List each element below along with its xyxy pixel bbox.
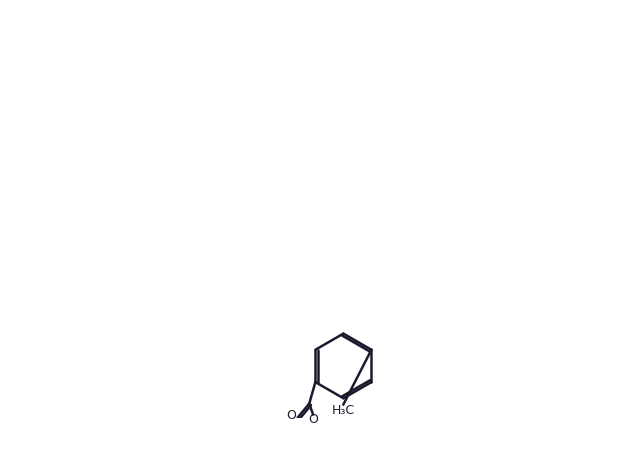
Text: O: O (308, 413, 318, 425)
Text: H₃C: H₃C (332, 404, 355, 417)
Text: O: O (287, 409, 296, 423)
